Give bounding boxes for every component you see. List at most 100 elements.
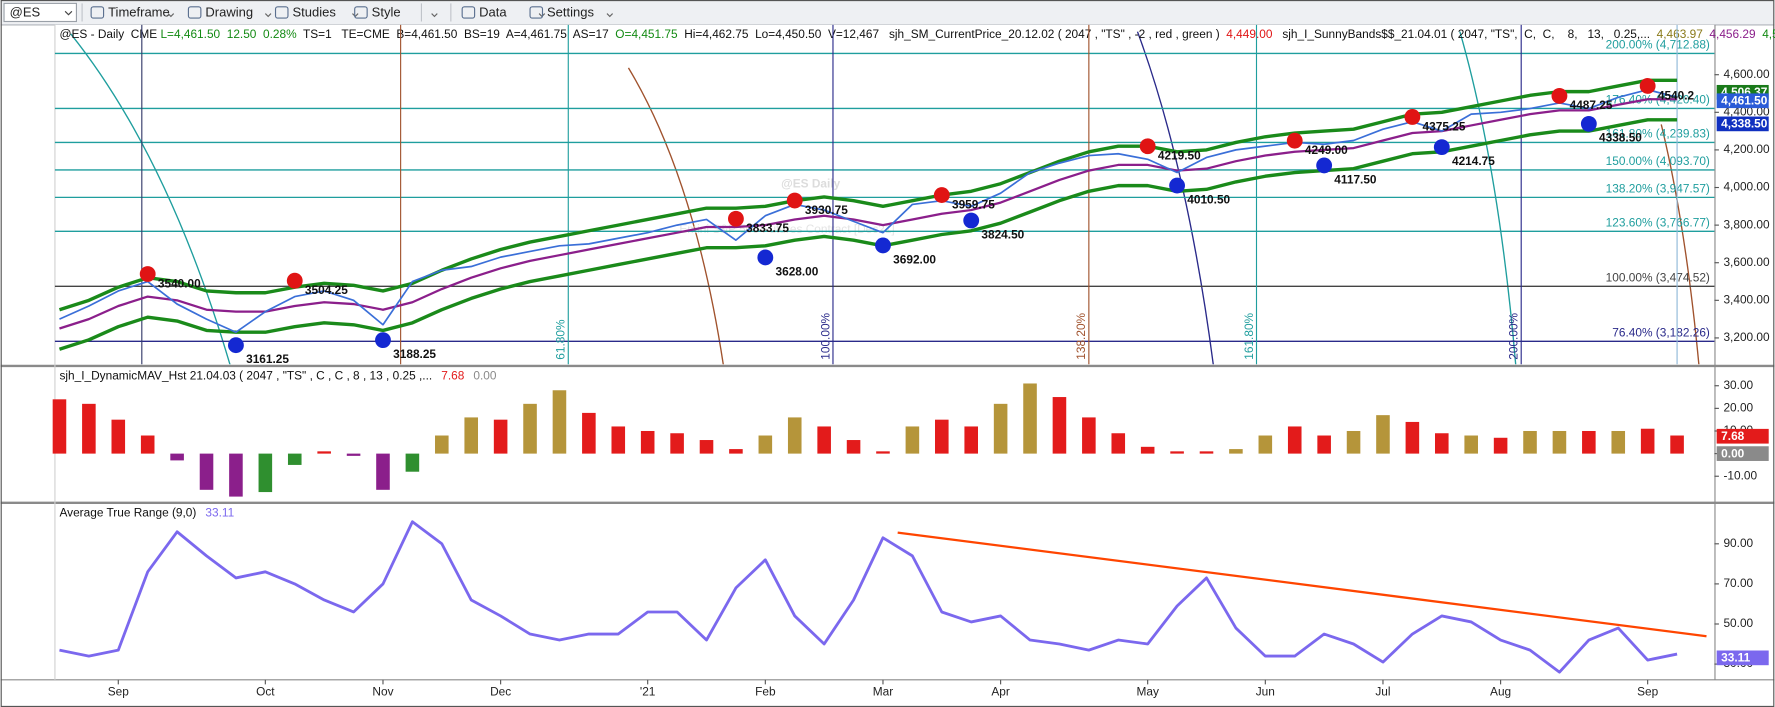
pivot-marker bbox=[1139, 138, 1156, 155]
toolbar-menu[interactable]: Data bbox=[461, 4, 546, 19]
histogram-bar bbox=[876, 451, 890, 454]
pivot-marker bbox=[1580, 115, 1597, 132]
time-line-label: 100.00% bbox=[818, 312, 832, 359]
fib-arc bbox=[1459, 31, 1517, 365]
menu-label: Settings bbox=[547, 4, 594, 19]
pane-title: sjh_I_DynamicMAV_Hst 21.04.03 ( 2047 , "… bbox=[59, 369, 496, 383]
pivot-marker bbox=[786, 192, 803, 209]
histogram-bar bbox=[993, 403, 1008, 454]
histogram-bar bbox=[1199, 451, 1214, 454]
header-part: 4,456.29 bbox=[1709, 27, 1762, 41]
menu-icon bbox=[90, 6, 105, 19]
histogram-bar bbox=[787, 417, 802, 454]
histogram-bar bbox=[405, 453, 420, 472]
time-line-label: 61.80% bbox=[554, 319, 568, 360]
header-part: O=4,451.75 bbox=[615, 27, 681, 41]
histogram-bar bbox=[170, 453, 184, 461]
pivot-label: 3188.25 bbox=[393, 347, 436, 361]
y-tick-label: 4,000.00 bbox=[1723, 180, 1770, 194]
histogram-bar bbox=[670, 433, 684, 454]
histogram-bar bbox=[199, 453, 214, 490]
series-line bbox=[59, 520, 1678, 674]
menu-arrow bbox=[167, 13, 175, 18]
toolbar-menu[interactable]: Style bbox=[354, 4, 438, 19]
x-tick-label: Aug bbox=[1490, 684, 1511, 698]
dropdown-arrow bbox=[64, 10, 73, 16]
last-value-label: 7.68 bbox=[1721, 429, 1744, 443]
pane-title-text: Average True Range (9,0) bbox=[59, 506, 196, 520]
x-tick-label: Dec bbox=[490, 684, 511, 698]
last-value-box bbox=[1716, 93, 1769, 109]
y-tick-label: 3,400.00 bbox=[1723, 292, 1770, 306]
toolbar-menu[interactable]: Settings bbox=[529, 4, 614, 19]
x-tick-label: Jul bbox=[1375, 684, 1390, 698]
pivot-marker bbox=[728, 210, 744, 227]
y-tick-label: 90.00 bbox=[1723, 536, 1753, 550]
menu-arrow bbox=[606, 13, 614, 18]
series-line bbox=[58, 118, 1678, 351]
toolbar-items: @ES Timeframe Drawing Studies Style Data Setti… bbox=[3, 2, 614, 23]
pivot-marker bbox=[375, 332, 391, 349]
pivot-marker bbox=[228, 337, 244, 354]
histogram-bar bbox=[1611, 430, 1626, 454]
x-tick-label: May bbox=[1136, 684, 1158, 698]
pivot-marker bbox=[1169, 177, 1186, 194]
x-tick-label: '21 bbox=[640, 684, 656, 698]
pivot-label: 3833.75 bbox=[746, 221, 789, 235]
pivot-marker bbox=[1286, 132, 1303, 149]
histogram-bar bbox=[346, 453, 361, 456]
menu-icon bbox=[354, 6, 368, 19]
pivot-marker bbox=[139, 266, 156, 282]
pane-title-value: 7.68 bbox=[441, 369, 464, 383]
x-tick-label: Sep bbox=[1637, 684, 1659, 698]
menu-label: Style bbox=[372, 4, 401, 19]
price-pane-header: @ES - Daily CME L=4,461.50 12.50 0.28% T… bbox=[59, 27, 1775, 41]
histogram-bar bbox=[376, 453, 390, 490]
pivot-marker bbox=[1639, 78, 1656, 94]
y-tick-label: -10.00 bbox=[1723, 468, 1757, 482]
pivot-marker bbox=[757, 249, 774, 266]
menu-arrow bbox=[264, 13, 272, 18]
fib-level-label: 76.40% (3,182.26) bbox=[1612, 325, 1710, 339]
histogram-bar bbox=[317, 451, 331, 454]
fib-level-label: 138.20% (3,947.57) bbox=[1606, 182, 1710, 196]
header-part: TS=1 TE=CME B=4,461.50 BS=19 A=4,461.75 … bbox=[300, 27, 615, 41]
menu-icon bbox=[529, 6, 544, 19]
histogram-bar bbox=[1464, 435, 1478, 454]
last-value-box bbox=[1716, 428, 1769, 444]
histogram-bar bbox=[1229, 449, 1243, 454]
histogram-bar bbox=[1405, 421, 1420, 454]
symbol-box[interactable]: @ES bbox=[3, 2, 77, 23]
pivot-marker bbox=[933, 187, 950, 204]
x-tick-label: Feb bbox=[755, 684, 776, 698]
price-pane bbox=[54, 24, 1715, 365]
menu-label: Studies bbox=[292, 4, 336, 19]
histogram-bar bbox=[1317, 435, 1331, 454]
histogram-bar bbox=[258, 453, 273, 493]
last-value-box bbox=[1716, 116, 1769, 132]
histogram-bar bbox=[1376, 415, 1390, 454]
histogram-bar bbox=[1640, 428, 1655, 454]
toolbar-menu[interactable]: Drawing bbox=[187, 4, 272, 19]
histogram-bar bbox=[1023, 383, 1037, 454]
y-tick-label: 30.00 bbox=[1723, 378, 1753, 392]
y-tick-label: 3,800.00 bbox=[1723, 217, 1770, 231]
symbol-input bbox=[3, 2, 77, 23]
histogram-bar bbox=[1435, 433, 1449, 454]
x-tick-label: Mar bbox=[873, 684, 893, 698]
menu-label: Data bbox=[479, 4, 507, 19]
pivot-marker bbox=[286, 272, 303, 289]
fib-level-label: 150.00% (4,093.70) bbox=[1606, 154, 1710, 168]
pivot-label: 3824.50 bbox=[981, 227, 1024, 241]
last-value-box bbox=[1716, 650, 1769, 666]
menu-arrow bbox=[431, 13, 438, 18]
x-tick-label: Jun bbox=[1256, 684, 1275, 698]
header-part: 4,506.37 bbox=[1762, 27, 1775, 41]
last-value-label: 33.11 bbox=[1721, 651, 1750, 665]
histogram-bar bbox=[52, 399, 67, 454]
menu-icon bbox=[461, 6, 476, 19]
watermark: @ES Daily bbox=[781, 177, 840, 191]
toolbar-menu[interactable]: Timeframe bbox=[90, 4, 175, 19]
menu-label: Drawing bbox=[205, 4, 253, 19]
header-part: 4,463.97 bbox=[1657, 27, 1710, 41]
